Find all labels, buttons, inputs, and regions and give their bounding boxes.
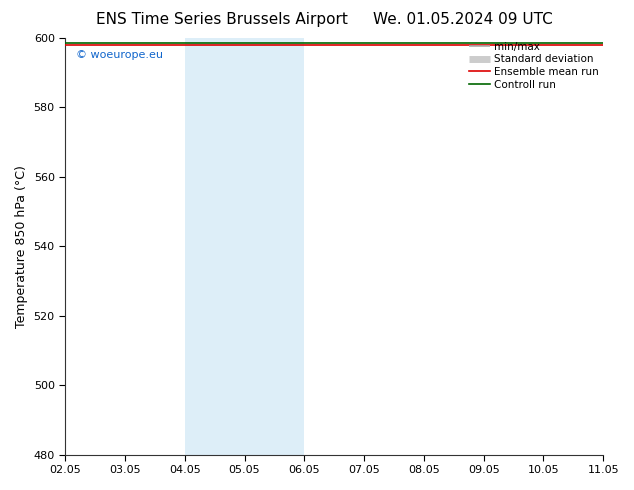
Y-axis label: Temperature 850 hPa (°C): Temperature 850 hPa (°C) <box>15 165 28 327</box>
Legend: min/max, Standard deviation, Ensemble mean run, Controll run: min/max, Standard deviation, Ensemble me… <box>467 40 601 92</box>
Bar <box>603 38 634 455</box>
Text: © woeurope.eu: © woeurope.eu <box>76 50 163 60</box>
Text: We. 01.05.2024 09 UTC: We. 01.05.2024 09 UTC <box>373 12 553 27</box>
Bar <box>184 38 245 455</box>
Text: ENS Time Series Brussels Airport: ENS Time Series Brussels Airport <box>96 12 348 27</box>
Bar <box>245 38 304 455</box>
